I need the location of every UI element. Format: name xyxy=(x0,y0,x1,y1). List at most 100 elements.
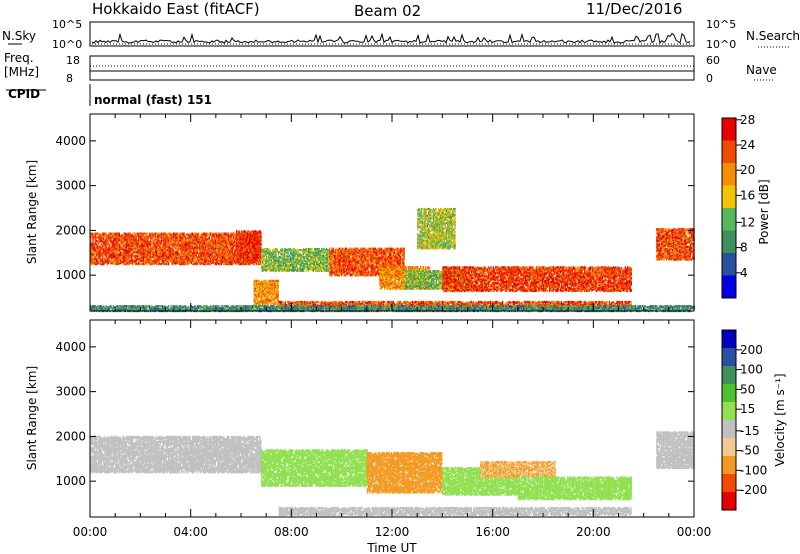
heatmap-cell xyxy=(265,289,267,292)
heatmap-cell xyxy=(228,251,230,254)
heatmap-cell xyxy=(128,243,130,246)
heatmap-cell xyxy=(148,248,150,251)
heatmap-cell xyxy=(168,263,170,266)
heatmap-cell xyxy=(307,248,310,251)
heatmap-cell xyxy=(198,241,200,244)
heatmap-cell xyxy=(208,232,210,235)
heatmap-cell xyxy=(312,267,314,270)
heatmap-cell xyxy=(242,258,244,261)
heatmap-cell xyxy=(318,262,320,265)
heatmap-cell xyxy=(306,260,308,264)
heatmap-cell xyxy=(260,297,262,300)
heatmap-cell xyxy=(102,232,104,235)
heatmap-cell xyxy=(158,256,160,259)
heatmap-cell xyxy=(147,245,149,248)
heatmap-cell xyxy=(316,254,318,257)
heatmap-cell xyxy=(116,237,118,240)
heatmap-cell xyxy=(264,248,266,251)
heatmap-cell xyxy=(198,246,200,249)
heatmap-cell xyxy=(214,244,216,247)
heatmap-cell xyxy=(102,260,104,263)
heatmap-cell xyxy=(199,235,201,238)
heatmap-cell xyxy=(90,252,92,255)
heatmap-cell xyxy=(237,258,239,261)
heatmap-cell xyxy=(256,240,258,243)
heatmap-cell xyxy=(262,254,264,257)
heatmap-cell xyxy=(100,251,102,254)
heatmap-cell xyxy=(256,298,258,301)
heatmap-cell xyxy=(158,258,160,261)
heatmap-cell xyxy=(317,263,319,266)
heatmap-cell xyxy=(282,249,284,252)
heatmap-cell xyxy=(222,257,224,260)
heatmap-cell xyxy=(114,254,116,257)
heatmap-cell xyxy=(104,234,106,237)
heatmap-cell xyxy=(218,237,220,240)
heatmap-cell xyxy=(264,258,266,262)
heatmap-cell xyxy=(192,239,194,242)
heatmap-cell xyxy=(171,243,173,246)
heatmap-cell xyxy=(180,248,182,251)
heatmap-cell xyxy=(258,239,260,242)
heatmap-cell xyxy=(249,231,251,234)
heatmap-cell xyxy=(309,251,311,254)
heatmap-cell xyxy=(312,261,314,264)
heatmap-cell xyxy=(145,232,147,235)
heatmap-cell xyxy=(194,246,196,249)
heatmap-cell xyxy=(199,262,201,265)
heatmap-cell xyxy=(315,250,317,253)
heatmap-cell xyxy=(146,262,148,265)
heatmap-cell xyxy=(242,254,244,258)
heatmap-cell xyxy=(237,238,239,241)
heatmap-cell xyxy=(213,261,215,264)
heatmap-cell xyxy=(257,281,259,284)
heatmap-cell xyxy=(140,260,142,263)
heatmap-cell xyxy=(122,242,124,245)
heatmap-cell xyxy=(250,235,252,238)
heatmap-cell xyxy=(176,239,178,242)
heatmap-cell xyxy=(258,292,260,295)
heatmap-cell xyxy=(142,257,144,260)
heatmap-cell xyxy=(147,240,149,243)
heatmap-cell xyxy=(224,236,226,239)
heatmap-cell xyxy=(124,236,126,239)
heatmap-cell xyxy=(263,268,265,271)
heatmap-cell xyxy=(201,232,203,235)
heatmap-cell xyxy=(260,302,262,305)
heatmap-cell xyxy=(262,291,264,294)
heatmap-cell xyxy=(213,238,215,241)
heatmap-cell xyxy=(248,252,250,256)
heatmap-cell xyxy=(234,232,236,235)
heatmap-cell xyxy=(194,254,196,257)
heatmap-cell xyxy=(255,241,257,244)
heatmap-cell xyxy=(160,251,162,254)
heatmap-cell xyxy=(318,256,320,260)
heatmap-cell xyxy=(99,245,101,248)
heatmap-cell xyxy=(213,252,215,255)
heatmap-cell xyxy=(118,239,120,242)
heatmap-cell xyxy=(315,269,317,272)
heatmap-cell xyxy=(112,232,114,235)
heatmap-cell xyxy=(234,236,236,239)
heatmap-cell xyxy=(268,248,270,251)
heatmap-cell xyxy=(239,233,241,236)
heatmap-cell xyxy=(282,254,284,257)
heatmap-cell xyxy=(104,239,106,242)
heatmap-cell xyxy=(163,254,165,257)
heatmap-cell xyxy=(126,256,128,259)
heatmap-cell xyxy=(223,232,225,235)
freq-tick-bottom: 8 xyxy=(66,72,73,85)
heatmap-cell xyxy=(298,262,300,265)
heatmap-cell xyxy=(271,260,274,264)
heatmap-cell xyxy=(260,230,262,233)
heatmap-cell xyxy=(156,235,158,238)
heatmap-cell xyxy=(202,238,204,241)
heatmap-cell xyxy=(228,235,230,238)
heatmap-cell xyxy=(133,255,135,258)
heatmap-cell xyxy=(205,238,207,241)
heatmap-cell xyxy=(235,258,237,261)
heatmap-cell xyxy=(280,253,282,256)
heatmap-cell xyxy=(166,252,168,255)
heatmap-cell xyxy=(213,233,215,236)
heatmap-cell xyxy=(217,234,219,237)
